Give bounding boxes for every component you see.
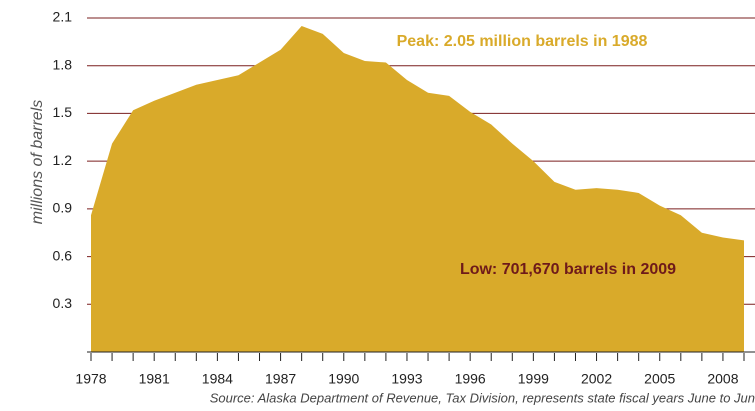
x-tick-label: 2005 [644, 371, 675, 387]
y-tick-label: 0.3 [53, 295, 73, 311]
x-tick-label: 1978 [75, 371, 106, 387]
x-tick-label: 2002 [581, 371, 612, 387]
y-tick-label: 2.1 [53, 9, 73, 25]
annotation: Low: 701,670 barrels in 2009 [460, 261, 676, 278]
y-tick-label: 1.5 [53, 104, 73, 120]
y-tick-label: 1.8 [53, 56, 73, 72]
area [91, 25, 744, 352]
x-tick-label: 2008 [707, 371, 738, 387]
annotation: Peak: 2.05 million barrels in 1988 [397, 33, 648, 50]
x-tick-label: 1990 [328, 371, 359, 387]
source: Source: Alaska Department of Revenue, Ta… [210, 390, 755, 405]
x-tick-label: 1993 [391, 371, 422, 387]
x-tick-label: 1984 [202, 371, 233, 387]
y-tick-label: 0.6 [53, 247, 73, 263]
x-tick-label: 1987 [265, 371, 296, 387]
x-tick-label: 1981 [139, 371, 170, 387]
y-tick-label: 1.2 [53, 152, 73, 168]
x-tick-label: 1996 [455, 371, 486, 387]
y-tick-label: 0.9 [53, 200, 73, 216]
x-tick-label: 1999 [518, 371, 549, 387]
y-axis-label: millions of barrels [29, 100, 46, 224]
